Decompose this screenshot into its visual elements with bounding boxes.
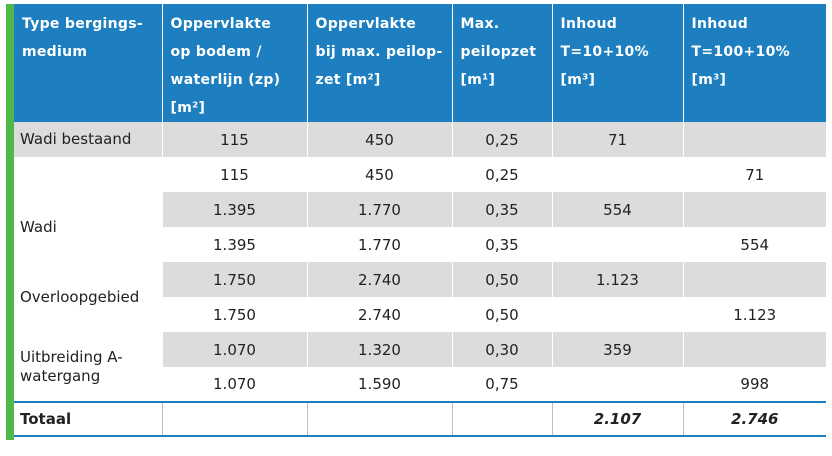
header-t10-line2: T=10+10% bbox=[560, 44, 649, 60]
row-label-empty bbox=[14, 157, 163, 192]
cell-inhoud-t10 bbox=[552, 227, 684, 262]
cell-opp-peil: 2.740 bbox=[307, 297, 453, 332]
header-t10-line1: Inhoud bbox=[560, 16, 618, 32]
header-opp-bodem-line4: [m²] bbox=[170, 100, 206, 116]
row-label: Wadi bbox=[14, 192, 163, 262]
table-row: 1.395 1.770 0,35 554 bbox=[14, 227, 826, 262]
table-header-row: Type bergings- medium Oppervlakte op bod… bbox=[14, 4, 826, 122]
header-opp-bodem-line1: Oppervlakte bbox=[170, 16, 272, 32]
cell-inhoud-t10 bbox=[552, 297, 684, 332]
header-inhoud-t10: Inhoud T=10+10% [m³] bbox=[552, 4, 684, 122]
header-inhoud-t100: Inhoud T=100+10% [m³] bbox=[683, 4, 826, 122]
total-row: Totaal 2.107 2.746 bbox=[14, 401, 826, 437]
cell-max-peilopzet: 0,25 bbox=[452, 157, 553, 192]
cell-inhoud-t10: 359 bbox=[552, 332, 684, 367]
header-opp-peil-line1: Oppervlakte bbox=[315, 16, 417, 32]
cell-inhoud-t100 bbox=[683, 192, 826, 227]
table-row: Wadi 1.395 1.770 0,35 554 bbox=[14, 192, 826, 262]
header-opp-bodem-line3: waterlijn (zp) bbox=[170, 72, 281, 88]
header-opp-bodem: Oppervlakte op bodem / waterlijn (zp) [m… bbox=[162, 4, 308, 122]
header-t100-line3: [m³] bbox=[691, 72, 727, 88]
cell-opp-peil: 450 bbox=[307, 157, 453, 192]
data-table-container: Type bergings- medium Oppervlakte op bod… bbox=[6, 4, 826, 440]
cell-inhoud-t100: 71 bbox=[683, 157, 826, 192]
cell-opp-bodem: 1.750 bbox=[162, 262, 308, 297]
cell-opp-bodem: 1.070 bbox=[162, 367, 308, 402]
total-max-peilopzet bbox=[452, 401, 553, 437]
total-opp-bodem bbox=[162, 401, 308, 437]
cell-opp-bodem: 115 bbox=[162, 157, 308, 192]
header-opp-peil-line2: bij max. peilop- bbox=[315, 44, 443, 60]
cell-inhoud-t100: 554 bbox=[683, 227, 826, 262]
cell-inhoud-t100 bbox=[683, 332, 826, 367]
row-label: Overloopgebied bbox=[14, 262, 163, 332]
total-opp-peil bbox=[307, 401, 453, 437]
header-type-line2: medium bbox=[22, 44, 88, 60]
header-max-line1: Max. bbox=[460, 16, 500, 32]
cell-inhoud-t10: 1.123 bbox=[552, 262, 684, 297]
cell-opp-bodem: 1.750 bbox=[162, 297, 308, 332]
cell-opp-peil: 1.770 bbox=[307, 192, 453, 227]
table-row: Overloopgebied 1.750 2.740 0,50 1.123 bbox=[14, 262, 826, 332]
cell-opp-bodem: 1.395 bbox=[162, 192, 308, 227]
header-opp-peil: Oppervlakte bij max. peilop- zet [m²] bbox=[307, 4, 453, 122]
cell-max-peilopzet: 0,25 bbox=[452, 122, 553, 157]
table-row: Wadi bestaand 115 450 0,25 71 bbox=[14, 122, 826, 157]
cell-max-peilopzet: 0,30 bbox=[452, 332, 553, 367]
table-row: 1.750 2.740 0,50 1.123 bbox=[14, 297, 826, 332]
header-max-line2: peilopzet bbox=[460, 44, 537, 60]
header-max-peilopzet: Max. peilopzet [m¹] bbox=[452, 4, 553, 122]
cell-max-peilopzet: 0,35 bbox=[452, 192, 553, 227]
header-t100-line1: Inhoud bbox=[691, 16, 749, 32]
total-inhoud-t100: 2.746 bbox=[683, 401, 826, 437]
cell-max-peilopzet: 0,35 bbox=[452, 227, 553, 262]
cell-inhoud-t100 bbox=[683, 262, 826, 297]
cell-opp-peil: 450 bbox=[307, 122, 453, 157]
header-t100-line2: T=100+10% bbox=[691, 44, 790, 60]
header-type: Type bergings- medium bbox=[14, 4, 163, 122]
table-row: 115 450 0,25 71 bbox=[14, 157, 826, 192]
cell-opp-peil: 1.320 bbox=[307, 332, 453, 367]
cell-inhoud-t10 bbox=[552, 157, 684, 192]
total-label: Totaal bbox=[14, 401, 163, 437]
cell-inhoud-t10: 554 bbox=[552, 192, 684, 227]
total-inhoud-t10: 2.107 bbox=[552, 401, 684, 437]
cell-inhoud-t100: 998 bbox=[683, 367, 826, 402]
cell-max-peilopzet: 0,75 bbox=[452, 367, 553, 402]
cell-inhoud-t10: 71 bbox=[552, 122, 684, 157]
cell-opp-peil: 2.740 bbox=[307, 262, 453, 297]
header-opp-peil-line3: zet [m²] bbox=[315, 72, 381, 88]
cell-inhoud-t10 bbox=[552, 367, 684, 402]
cell-max-peilopzet: 0,50 bbox=[452, 262, 553, 297]
cell-inhoud-t100 bbox=[683, 122, 826, 157]
header-max-line3: [m¹] bbox=[460, 72, 496, 88]
cell-opp-bodem: 1.070 bbox=[162, 332, 308, 367]
header-type-line1: Type bergings- bbox=[22, 16, 143, 32]
cell-opp-peil: 1.590 bbox=[307, 367, 453, 402]
cell-opp-peil: 1.770 bbox=[307, 227, 453, 262]
header-t10-line3: [m³] bbox=[560, 72, 596, 88]
cell-max-peilopzet: 0,50 bbox=[452, 297, 553, 332]
table-row: Uitbreiding A-watergang 1.070 1.320 0,30… bbox=[14, 332, 826, 402]
cell-opp-bodem: 1.395 bbox=[162, 227, 308, 262]
row-label: Uitbreiding A-watergang bbox=[14, 332, 163, 402]
cell-opp-bodem: 115 bbox=[162, 122, 308, 157]
cell-inhoud-t100: 1.123 bbox=[683, 297, 826, 332]
table-row: 1.070 1.590 0,75 998 bbox=[14, 367, 826, 402]
header-opp-bodem-line2: op bodem / bbox=[170, 44, 262, 60]
berging-table: Type bergings- medium Oppervlakte op bod… bbox=[14, 4, 826, 437]
row-label: Wadi bestaand bbox=[14, 122, 163, 157]
